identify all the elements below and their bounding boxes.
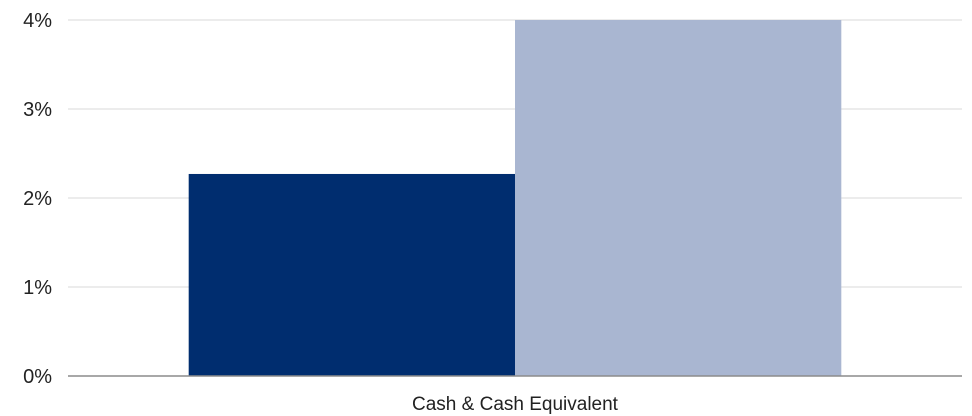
bars [188,20,842,376]
y-tick-label: 3% [23,99,52,121]
y-tick-label: 2% [23,188,52,210]
y-axis-tick-labels: 0% 1% 2% 3% 4% [23,10,52,388]
y-tick-label: 4% [23,10,52,32]
x-category-label: Cash & Cash Equivalent [412,394,619,415]
y-tick-label: 1% [23,277,52,299]
bar-series-2 [515,20,842,376]
bar-series-1 [188,173,515,376]
x-axis-category-labels: Cash & Cash Equivalent [412,394,619,415]
y-tick-label: 0% [23,366,52,388]
